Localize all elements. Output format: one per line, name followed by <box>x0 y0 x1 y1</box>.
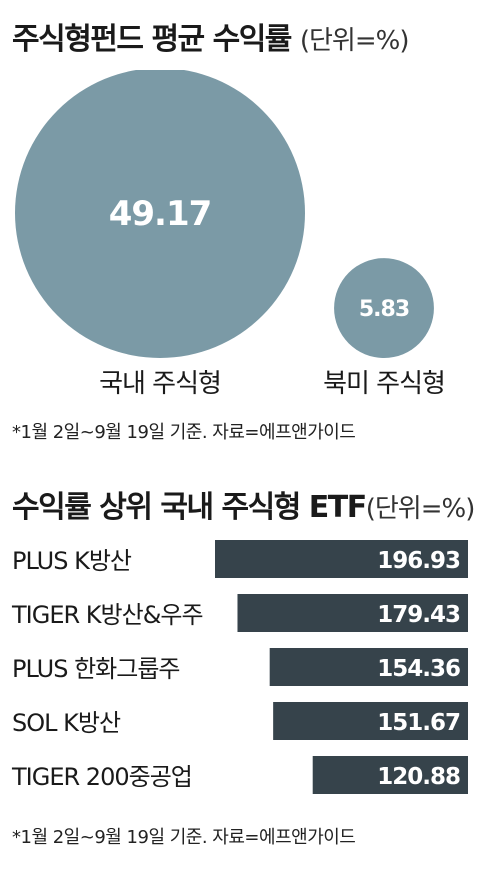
bubble-category-label: 국내 주식형 <box>99 369 221 399</box>
bar-chart-title-text: 수익률 상위 국내 주식형 ETF <box>12 490 367 525</box>
bar-5 <box>312 756 468 794</box>
bar-value-label: 154.36 <box>377 656 460 682</box>
bubble-category-label: 북미 주식형 <box>323 369 445 399</box>
bar-chart-unit: (단위=%) <box>365 494 476 524</box>
bar-category-label: SOL K방산 <box>12 709 121 737</box>
bar-1 <box>215 540 468 578</box>
bubble-2 <box>334 258 434 358</box>
bubble-value-label: 49.17 <box>109 194 212 234</box>
bubble-chart: 49.17 국내 주식형 5.83 북미 주식형 <box>15 70 446 399</box>
bar-category-label: TIGER 200중공업 <box>11 763 192 791</box>
bubble-chart-title-text: 주식형펀드 평균 수익률 <box>12 22 292 57</box>
bar-value-label: 196.93 <box>377 548 460 574</box>
bar-category-label: PLUS 한화그룹주 <box>12 655 179 683</box>
bar-value-label: 120.88 <box>377 764 460 790</box>
bar-chart-source-note: *1월 2일~9월 19일 기준. 자료=에프앤가이드 <box>12 827 356 848</box>
bar-4 <box>273 702 468 740</box>
bar-2 <box>237 594 468 632</box>
bubble-value-label: 5.83 <box>359 297 409 322</box>
bubble-1 <box>15 70 305 358</box>
bubble-chart-unit: (단위=%) <box>299 26 410 56</box>
bar-value-label: 179.43 <box>377 602 460 628</box>
bar-3 <box>269 648 468 686</box>
bubble-chart-title: 주식형펀드 평균 수익률 (단위=%) <box>12 14 410 58</box>
bar-value-label: 151.67 <box>377 710 460 736</box>
bar-category-label: PLUS K방산 <box>12 547 132 575</box>
bar-chart-title: 수익률 상위 국내 주식형 ETF(단위=%) <box>12 482 476 526</box>
bubble-chart-source-note: *1월 2일~9월 19일 기준. 자료=에프앤가이드 <box>12 422 356 443</box>
bar-category-label: TIGER K방산&우주 <box>11 601 203 629</box>
bar-chart: 196.93 PLUS K방산 179.43 TIGER K방산&우주 154.36 PL… <box>11 540 468 794</box>
